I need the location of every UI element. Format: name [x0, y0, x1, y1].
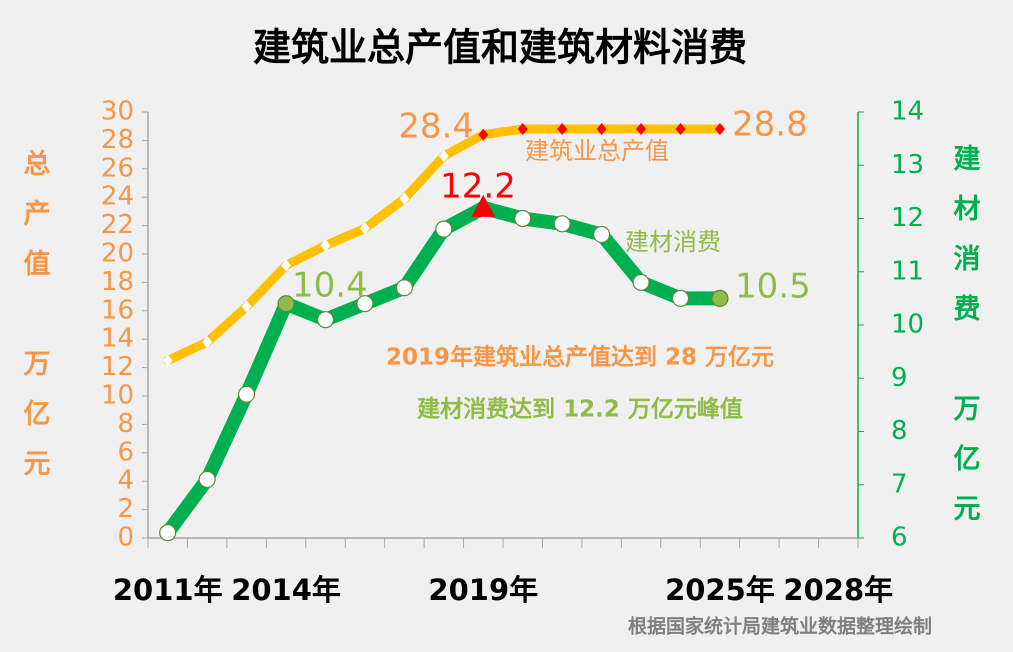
y2-tick-label: 13 [891, 150, 924, 180]
data-label: 12.2 [440, 167, 516, 207]
annotation: 2019年建筑业总产值达到 28 万亿元 [386, 344, 774, 371]
point-marker [356, 295, 374, 313]
point-marker [399, 192, 410, 205]
y-tick-label: 0 [117, 523, 134, 553]
y2-tick-label: 11 [891, 256, 924, 286]
y-tick-label: 20 [101, 239, 134, 269]
y-tick-label: 28 [101, 125, 134, 155]
y2-tick-label: 8 [891, 416, 908, 446]
point-marker [198, 470, 216, 489]
y-tick-label: 10 [101, 381, 134, 411]
y-tick-label: 4 [117, 466, 134, 496]
point-marker [593, 225, 611, 244]
y-tick-label: 2 [117, 494, 134, 524]
y2-tick-label: 12 [891, 203, 924, 233]
x-tick-label: 2014年 [231, 573, 341, 607]
point-marker [632, 273, 650, 291]
point-marker [711, 289, 729, 307]
point-marker [281, 259, 292, 272]
point-marker [517, 123, 528, 136]
point-marker [162, 354, 173, 367]
y2-tick-label: 6 [891, 523, 908, 553]
y2-tick-label: 9 [891, 363, 908, 393]
annotation: 建材消费达到 12.2 万亿元峰值 [417, 396, 743, 423]
point-marker [159, 524, 177, 542]
point-marker [316, 311, 335, 329]
y-tick-label: 8 [117, 409, 134, 439]
point-marker [435, 220, 453, 238]
point-marker [471, 194, 496, 217]
point-marker [359, 222, 370, 235]
source-note: 根据国家统计局建筑业数据整理绘制 [628, 615, 932, 638]
y-tick-label: 18 [101, 267, 134, 297]
point-marker [636, 123, 647, 136]
y2-tick-label: 10 [891, 310, 924, 340]
x-tick-label: 2019年 [428, 573, 538, 607]
x-tick-label: 2028年 [783, 573, 893, 607]
point-marker [320, 239, 331, 252]
point-marker [553, 215, 571, 233]
point-marker [277, 295, 295, 313]
y2-tick-label: 7 [891, 469, 908, 499]
y-tick-label: 12 [101, 352, 134, 382]
y-tick-label: 26 [101, 153, 134, 183]
y-tick-label: 22 [101, 210, 134, 240]
y-tick-label: 16 [101, 295, 134, 325]
point-marker [596, 123, 607, 136]
series-label: 建材消费 [625, 228, 721, 256]
y-tick-label: 14 [101, 324, 134, 354]
axis-title: 总产值 万亿元 [24, 149, 51, 480]
point-marker [202, 336, 213, 349]
point-marker [241, 300, 252, 313]
x-tick-label: 2011年 [113, 573, 223, 607]
data-label: 10.4 [292, 266, 368, 306]
point-marker [675, 123, 686, 136]
point-marker [714, 123, 725, 136]
point-marker [514, 209, 532, 228]
chart-title: 建筑业总产值和建筑材料消费 [253, 26, 747, 70]
x-tick-label: 2025年 [665, 573, 775, 607]
point-marker [395, 279, 413, 297]
y-tick-label: 6 [117, 437, 134, 467]
data-label: 10.5 [735, 267, 811, 307]
point-marker [671, 289, 690, 307]
y2-tick-label: 14 [891, 97, 924, 127]
series-label: 建筑业总产值 [525, 137, 669, 165]
point-marker [478, 128, 489, 141]
point-marker [238, 385, 256, 403]
y-tick-label: 30 [101, 97, 134, 127]
data-label: 28.4 [398, 107, 474, 147]
data-label: 28.8 [732, 105, 808, 145]
y-tick-label: 24 [101, 182, 134, 212]
point-marker [438, 150, 449, 163]
point-marker [557, 123, 568, 136]
axis-title: 建材消费 万亿元 [954, 144, 981, 525]
